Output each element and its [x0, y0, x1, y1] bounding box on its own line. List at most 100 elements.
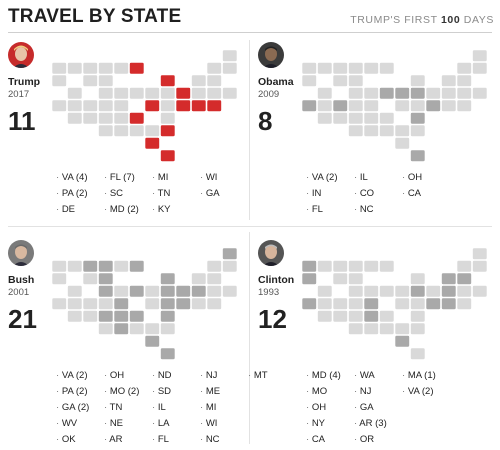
president-panel-trump: Trump 2017 11 VA (4)PA (2)DEFL (7)SCMD (…	[8, 42, 254, 252]
state-mo	[363, 297, 379, 310]
state-sc	[160, 124, 176, 137]
state-ar	[363, 310, 379, 323]
state-wi	[379, 260, 395, 273]
avatar	[258, 42, 284, 68]
header-rule	[8, 32, 492, 33]
state-ks	[98, 99, 114, 112]
state-co	[82, 297, 98, 310]
state-wi	[379, 62, 395, 75]
visited-state-item: KY	[152, 204, 200, 220]
state-ne	[348, 87, 364, 100]
state-la	[113, 124, 129, 137]
state-ia	[113, 87, 129, 100]
state-ct	[456, 285, 472, 298]
state-il	[129, 87, 145, 100]
visited-state-item: GA	[200, 188, 248, 204]
state-tn	[129, 112, 145, 125]
state-nh	[472, 62, 488, 75]
state-wi	[129, 62, 145, 75]
state-in	[144, 285, 160, 298]
state-ks	[348, 297, 364, 310]
state-sc	[410, 124, 426, 137]
state-me	[222, 247, 238, 260]
state-or	[301, 272, 317, 285]
state-mt	[332, 62, 348, 75]
state-ks	[98, 297, 114, 310]
visited-state-item: DE	[56, 204, 104, 220]
visited-state-item: ME	[200, 386, 248, 402]
divider-vertical-bottom	[249, 232, 250, 444]
state-vt	[456, 260, 472, 273]
avatar	[258, 240, 284, 266]
us-map	[48, 44, 248, 174]
state-va	[175, 297, 191, 310]
state-ga	[144, 335, 160, 348]
visited-state-item: VA (2)	[402, 386, 450, 402]
state-ms	[129, 322, 145, 335]
state-tx	[98, 322, 114, 335]
state-ri	[222, 87, 238, 100]
state-ok	[98, 112, 114, 125]
state-ok	[348, 310, 364, 323]
visited-states-list: VA (4)PA (2)DEFL (7)SCMD (2)MITNKYWIGA	[56, 172, 252, 220]
state-nc	[410, 310, 426, 323]
president-year: 2009	[258, 89, 280, 100]
visited-state-item: NY	[306, 418, 354, 434]
visited-state-item: IL	[354, 172, 402, 188]
visited-state-item: MT	[248, 370, 268, 386]
header: TRAVEL BY STATE TRUMP'S FIRST 100 DAYS	[8, 6, 494, 32]
state-md	[441, 297, 457, 310]
state-mi	[160, 74, 176, 87]
state-ky	[394, 297, 410, 310]
state-nc	[160, 310, 176, 323]
visited-state-item: MI	[200, 402, 248, 418]
state-nm	[332, 310, 348, 323]
state-ia	[363, 87, 379, 100]
state-id	[317, 62, 333, 75]
state-tx	[98, 124, 114, 137]
state-mn	[113, 260, 129, 273]
state-oh	[410, 285, 426, 298]
page-subtitle: TRUMP'S FIRST 100 DAYS	[350, 14, 494, 26]
state-mi	[160, 272, 176, 285]
state-vt	[206, 260, 222, 273]
state-ma	[206, 272, 222, 285]
state-sd	[98, 272, 114, 285]
state-wy	[332, 272, 348, 285]
state-ut	[67, 99, 83, 112]
state-wy	[332, 74, 348, 87]
state-ct	[206, 285, 222, 298]
state-nm	[332, 112, 348, 125]
visited-state-item: PA (2)	[56, 188, 104, 204]
divider-horizontal	[8, 226, 492, 227]
state-il	[379, 285, 395, 298]
state-ky	[144, 297, 160, 310]
president-year: 2017	[8, 89, 30, 100]
state-fl	[160, 347, 176, 360]
state-id	[317, 260, 333, 273]
state-az	[67, 112, 83, 125]
state-ny	[441, 74, 457, 87]
state-ne	[348, 285, 364, 298]
state-ok	[98, 310, 114, 323]
state-id	[67, 62, 83, 75]
state-co	[332, 99, 348, 112]
state-ca	[51, 99, 67, 112]
state-ma	[206, 74, 222, 87]
state-ut	[67, 297, 83, 310]
state-count: 8	[258, 106, 273, 136]
state-nd	[348, 260, 364, 273]
state-ct	[206, 87, 222, 100]
state-va	[425, 99, 441, 112]
state-ar	[113, 310, 129, 323]
state-az	[317, 310, 333, 323]
state-md	[191, 99, 207, 112]
state-mn	[363, 260, 379, 273]
state-md	[191, 297, 207, 310]
state-ga	[394, 335, 410, 348]
state-nv	[67, 87, 83, 100]
state-ia	[363, 285, 379, 298]
visited-states-list: MD (4)MOOHNYCA WANJGAAR (3)OR MA (1)VA (2)	[306, 370, 500, 450]
state-ny	[191, 74, 207, 87]
state-ar	[113, 112, 129, 125]
